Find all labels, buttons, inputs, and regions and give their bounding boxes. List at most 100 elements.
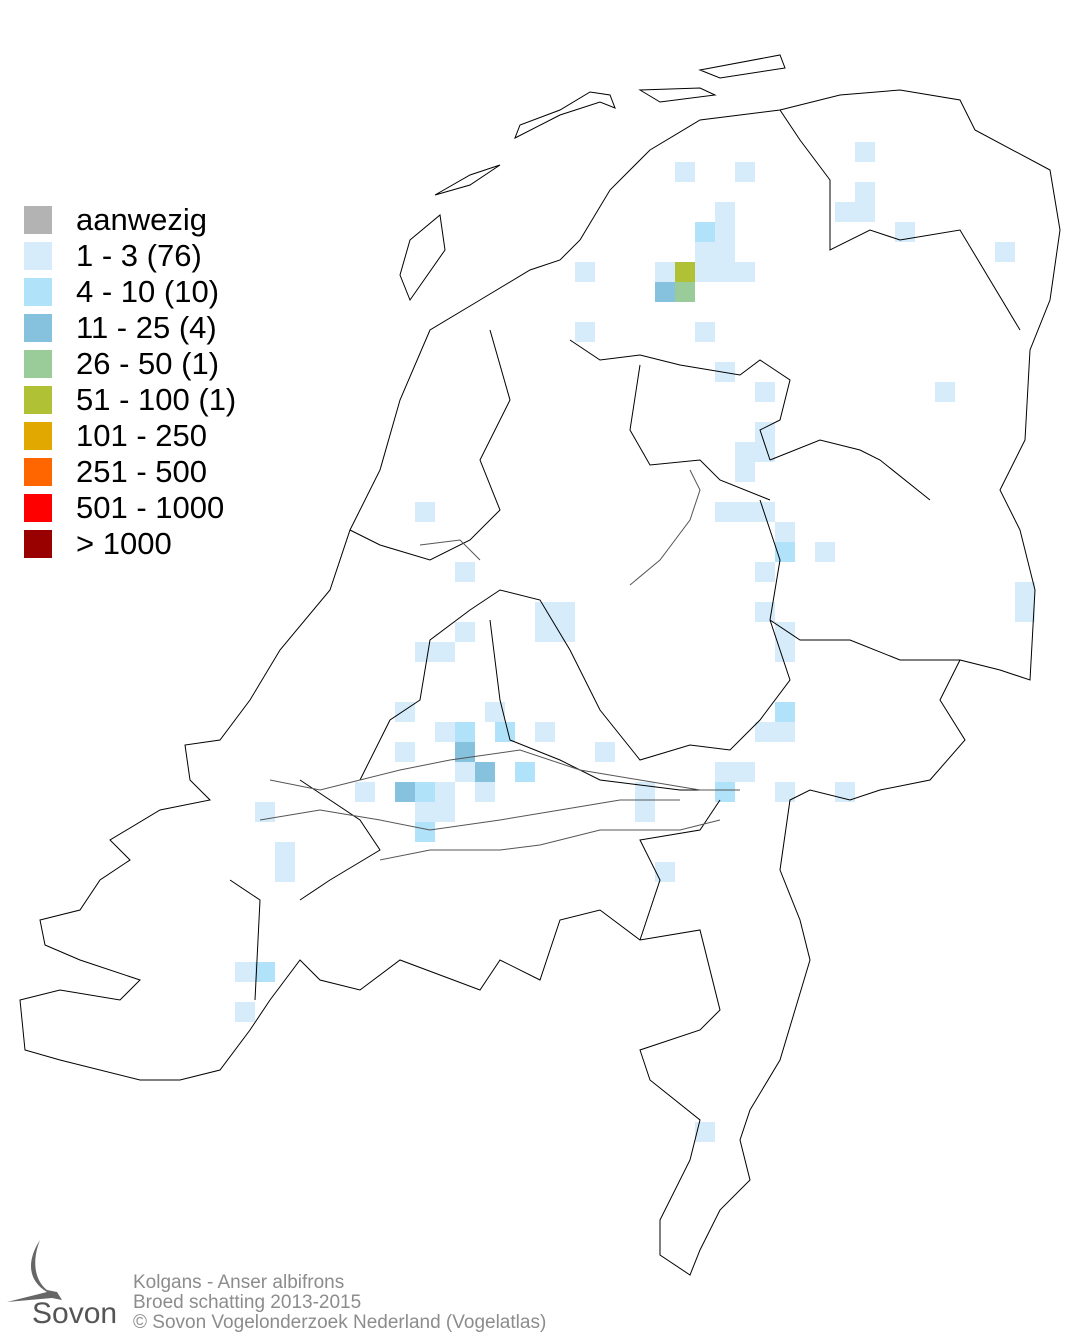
- grid-cell: [755, 382, 775, 402]
- legend-item: 501 - 1000: [24, 490, 236, 526]
- legend-swatch: [24, 278, 52, 306]
- grid-cell: [475, 762, 495, 782]
- legend-item: 26 - 50 (1): [24, 346, 236, 382]
- legend-swatch: [24, 386, 52, 414]
- legend-item: 51 - 100 (1): [24, 382, 236, 418]
- grid-cell: [855, 182, 875, 202]
- grid-cell: [715, 782, 735, 802]
- grid-cell: [235, 1002, 255, 1022]
- grid-cell: [435, 782, 455, 802]
- legend-label: 1 - 3 (76): [76, 238, 202, 273]
- grid-cell: [515, 762, 535, 782]
- grid-cell: [275, 842, 295, 862]
- grid-cell: [235, 962, 255, 982]
- legend-swatch: [24, 314, 52, 342]
- grid-cell: [415, 502, 435, 522]
- grid-cell: [695, 222, 715, 242]
- map-caption: Kolgans - Anser albifrons Broed schattin…: [133, 1273, 546, 1333]
- grid-cell: [485, 702, 505, 722]
- grid-cell: [695, 242, 715, 262]
- legend-item: 251 - 500: [24, 454, 236, 490]
- legend-label: 101 - 250: [76, 418, 207, 453]
- legend-label: 11 - 25 (4): [76, 310, 217, 345]
- grid-cell: [755, 562, 775, 582]
- grid-cell: [675, 282, 695, 302]
- grid-cell: [575, 262, 595, 282]
- legend-label: 501 - 1000: [76, 490, 225, 525]
- grid-cell: [555, 602, 575, 622]
- grid-cell: [715, 262, 735, 282]
- grid-cell: [555, 622, 575, 642]
- grid-cell: [535, 622, 555, 642]
- grid-cell: [655, 262, 675, 282]
- grid-cell: [495, 722, 515, 742]
- legend-label: 251 - 500: [76, 454, 207, 489]
- grid-cell: [775, 782, 795, 802]
- legend-label: > 1000: [76, 526, 172, 561]
- grid-cell: [775, 702, 795, 722]
- estimate-period: Broed schatting 2013-2015: [133, 1292, 362, 1313]
- grid-cell: [655, 282, 675, 302]
- legend-label: aanwezig: [76, 202, 207, 237]
- grid-cell: [415, 642, 435, 662]
- copyright: © Sovon Vogelonderzoek Nederland (Vogela…: [133, 1312, 547, 1333]
- grid-cell: [635, 802, 655, 822]
- grid-cell: [355, 782, 375, 802]
- legend-swatch: [24, 422, 52, 450]
- grid-cell: [715, 222, 735, 242]
- legend-item: 1 - 3 (76): [24, 238, 236, 274]
- grid-cell: [775, 542, 795, 562]
- grid-cell: [735, 162, 755, 182]
- legend-item: > 1000: [24, 526, 236, 562]
- grid-cell: [735, 262, 755, 282]
- grid-cell: [775, 722, 795, 742]
- legend-swatch: [24, 494, 52, 522]
- grid-cell: [775, 522, 795, 542]
- legend-swatch: [24, 530, 52, 558]
- grid-cell: [435, 642, 455, 662]
- grid-cell: [395, 782, 415, 802]
- grid-cell: [655, 862, 675, 882]
- rivers: [259, 469, 740, 861]
- sovon-logo: [2, 1240, 112, 1315]
- map-outline: [19, 54, 1061, 1276]
- legend-swatch: [24, 206, 52, 234]
- grid-cell: [735, 462, 755, 482]
- logo-text: Sovon: [32, 1297, 118, 1330]
- grid-cell: [255, 962, 275, 982]
- grid-cells: [235, 142, 1035, 1142]
- legend-swatch: [24, 350, 52, 378]
- legend-item: 101 - 250: [24, 418, 236, 454]
- grid-cell: [395, 742, 415, 762]
- legend-item: aanwezig: [24, 202, 236, 238]
- grid-cell: [535, 722, 555, 742]
- grid-cell: [675, 262, 695, 282]
- grid-cell: [635, 782, 655, 802]
- legend-label: 26 - 50 (1): [76, 346, 220, 381]
- grid-cell: [575, 322, 595, 342]
- swallow-logo-icon: [7, 1240, 62, 1302]
- grid-cell: [415, 802, 435, 822]
- country-border: [19, 54, 1061, 1276]
- grid-cell: [435, 722, 455, 742]
- species-name: Kolgans - Anser albifrons: [133, 1272, 345, 1293]
- grid-cell: [1015, 602, 1035, 622]
- grid-cell: [715, 202, 735, 222]
- legend-label: 4 - 10 (10): [76, 274, 220, 309]
- grid-cell: [895, 222, 915, 242]
- grid-cell: [755, 502, 775, 522]
- grid-cell: [995, 242, 1015, 262]
- province-borders: [229, 109, 1021, 1001]
- legend-label: 51 - 100 (1): [76, 382, 237, 417]
- grid-cell: [755, 442, 775, 462]
- legend: aanwezig 1 - 3 (76) 4 - 10 (10) 11 - 25 (4)…: [24, 202, 236, 562]
- grid-cell: [755, 422, 775, 442]
- grid-cell: [715, 502, 735, 522]
- legend-item: 4 - 10 (10): [24, 274, 236, 310]
- grid-cell: [455, 622, 475, 642]
- grid-cell: [415, 782, 435, 802]
- grid-cell: [695, 1122, 715, 1142]
- grid-cell: [535, 602, 555, 622]
- grid-cell: [775, 642, 795, 662]
- grid-cell: [675, 162, 695, 182]
